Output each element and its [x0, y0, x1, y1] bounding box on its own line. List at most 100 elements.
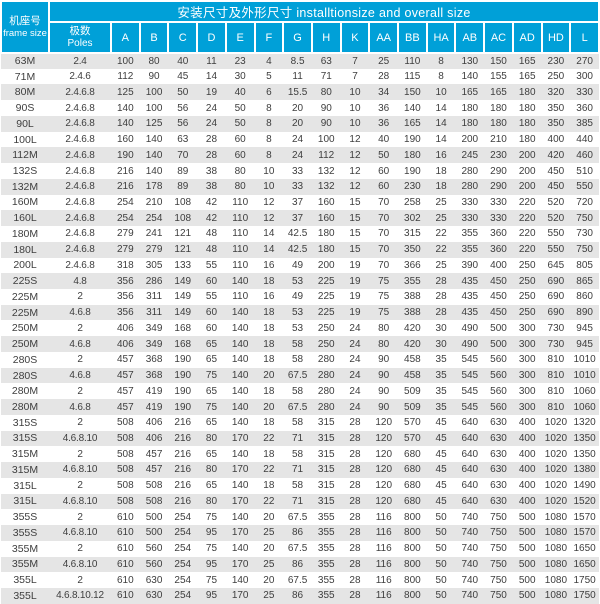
dim-cell-D: 75: [205, 574, 218, 586]
frame-cell: 280S: [12, 353, 38, 366]
poles-cell: 2.4.6.8: [65, 86, 95, 98]
dim-cell-A: 610: [117, 590, 134, 602]
dim-cell-AD: 165: [518, 55, 536, 67]
dim-cell-B: 305: [145, 259, 163, 271]
frame-cell: 315L: [13, 495, 37, 508]
dim-cell-D: 48: [205, 244, 218, 256]
dim-cell-AB: 280: [461, 165, 479, 177]
frame-cell: 63M: [14, 55, 36, 68]
dim-cell-HA: 35: [435, 401, 447, 413]
dim-cell-C: 190: [174, 354, 192, 366]
dim-cell-HA: 8: [438, 55, 444, 67]
dim-cell-F: 20: [263, 511, 275, 523]
table-row: 315L 2 508 508 216 65 140 18 58 315 28 120 680 45 640 6…: [1, 477, 599, 494]
dim-cell-H: 90: [320, 102, 332, 114]
dim-cell-G: 42.5: [287, 228, 308, 240]
dim-cell-D: 65: [205, 480, 218, 492]
dim-cell-AA: 80: [378, 322, 390, 334]
dim-cell-H: 280: [317, 385, 335, 397]
dim-cell-BB: 680: [404, 495, 421, 507]
frame-cell: 355S: [12, 526, 38, 539]
dim-cell-AB: 330: [461, 212, 479, 224]
dim-cell-BB: 509: [404, 401, 421, 413]
dim-cell-H: 160: [317, 196, 335, 208]
dim-cell-HD: 450: [547, 181, 565, 193]
dim-cell-A: 457: [117, 354, 134, 366]
dim-cell-HA: 28: [435, 307, 447, 319]
dim-cell-BB: 180: [404, 149, 421, 161]
dim-cell-C: 45: [177, 71, 189, 83]
dim-cell-AC: 630: [490, 417, 507, 429]
dim-cell-AA: 90: [378, 401, 390, 413]
dim-cell-A: 508: [117, 417, 134, 429]
dim-cell-AC: 560: [490, 370, 507, 382]
dim-cell-E: 140: [231, 275, 249, 287]
dim-cell-HA: 50: [435, 558, 447, 570]
col-header-C: C: [167, 21, 199, 54]
dim-cell-L: 750: [576, 244, 593, 256]
dim-cell-B: 241: [145, 228, 163, 240]
dim-cell-AA: 75: [378, 291, 390, 303]
dim-cell-HA: 45: [435, 448, 447, 460]
dim-cell-AB: 740: [461, 527, 479, 539]
table-row: 280S 2 457 368 190 65 140 18 58 280 24 90 458 35 545 56…: [1, 351, 599, 368]
dim-cell-AB: 490: [461, 338, 479, 350]
dim-cell-AD: 300: [518, 338, 536, 350]
dim-cell-K: 7: [352, 55, 358, 67]
dim-cell-E: 140: [231, 401, 249, 413]
frame-cell: 180M: [11, 227, 39, 240]
dim-cell-K: 28: [349, 495, 361, 507]
dim-cell-E: 110: [232, 244, 249, 256]
dim-cell-HD: 1020: [544, 417, 568, 429]
col-header-HD: HD: [540, 21, 572, 54]
dim-cell-AC: 630: [490, 480, 507, 492]
dim-cell-H: 180: [317, 228, 335, 240]
dim-cell-A: 610: [117, 558, 134, 570]
dim-cell-C: 63: [177, 134, 189, 146]
dim-cell-G: 24: [292, 149, 304, 161]
dim-cell-E: 50: [234, 118, 246, 130]
dim-cell-AA: 116: [375, 527, 392, 539]
frame-size-header-en: frame size: [3, 27, 47, 39]
dim-cell-F: 18: [263, 385, 275, 397]
dim-cell-B: 279: [145, 244, 163, 256]
dim-cell-AD: 500: [518, 527, 536, 539]
dim-cell-A: 125: [117, 86, 134, 98]
poles-cell: 2.4.6.8: [65, 196, 95, 208]
dim-cell-AD: 200: [518, 149, 536, 161]
dim-cell-H: 315: [317, 448, 335, 460]
dim-cell-AC: 630: [490, 495, 507, 507]
dim-cell-G: 53: [292, 307, 304, 319]
dim-cell-AA: 90: [378, 370, 390, 382]
dim-cell-L: 1010: [573, 354, 596, 366]
dim-cell-HD: 420: [547, 149, 565, 161]
dim-cell-BB: 355: [404, 275, 421, 287]
frame-cell: 112M: [12, 149, 38, 162]
dim-cell-F: 8: [266, 149, 272, 161]
dim-cell-F: 18: [263, 480, 275, 492]
poles-cell: 2: [77, 448, 83, 460]
dim-cell-D: 38: [205, 181, 218, 193]
table-row: 280S 4.6.8 457 368 190 75 140 20 67.5 280 24 90 458 3…: [1, 367, 599, 384]
dim-cell-L: 750: [576, 212, 593, 224]
dim-cell-AC: 630: [490, 464, 507, 476]
dim-cell-K: 10: [349, 118, 361, 130]
dim-cell-K: 15: [349, 244, 361, 256]
dim-cell-BB: 420: [404, 322, 421, 334]
dim-cell-HD: 1080: [544, 527, 568, 539]
table-body: 63M 2.4 100 80 40 11 23 4 8.5 63 7 25 110 8 130 150 165 2…: [1, 53, 599, 604]
dim-cell-E: 110: [232, 291, 249, 303]
dim-cell-AD: 500: [518, 558, 536, 570]
dim-cell-AC: 290: [490, 165, 507, 177]
dim-cell-K: 12: [349, 149, 361, 161]
dim-cell-F: 18: [263, 322, 275, 334]
dim-cell-L: 1750: [573, 590, 596, 602]
dim-cell-L: 1380: [573, 464, 596, 476]
dim-cell-E: 170: [231, 590, 249, 602]
dim-cell-L: 890: [576, 307, 593, 319]
dim-cell-AC: 155: [490, 71, 507, 83]
dim-cell-A: 610: [117, 527, 134, 539]
dim-cell-F: 8: [266, 134, 272, 146]
dim-cell-K: 12: [349, 134, 361, 146]
frame-cell: 160M: [11, 196, 39, 209]
